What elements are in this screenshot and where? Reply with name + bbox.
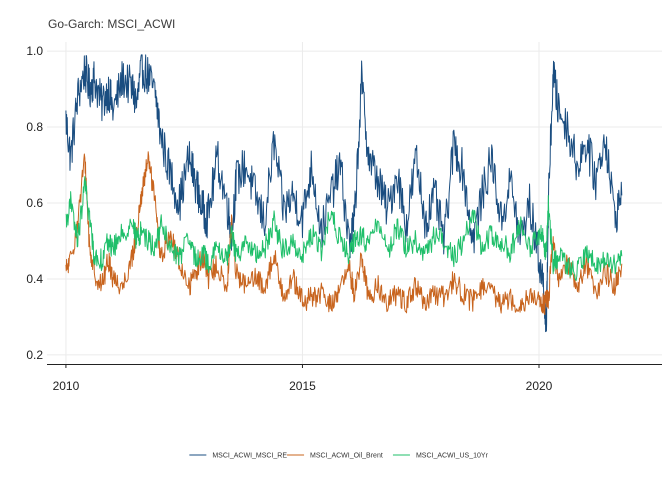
x-tick-label: 2010 — [53, 379, 80, 393]
y-tick-label: 0.6 — [26, 196, 43, 210]
y-tick-label: 1.0 — [26, 44, 43, 58]
legend: MSCI_ACWI_MSCI_RE MSCI_ACWI_Oil_Brent MSCI… — [189, 453, 489, 460]
x-tick-label: 2020 — [526, 379, 553, 393]
x-tick-label: 2015 — [289, 379, 316, 393]
series-layer — [65, 54, 623, 333]
y-ticks: 0.2 0.4 0.6 0.8 1.0 — [26, 44, 43, 362]
series-line-msci-acwi-oil-brent — [65, 151, 623, 316]
legend-label: MSCI_ACWI_Oil_Brent — [310, 453, 383, 460]
series-line-msci-acwi-us-10yr — [65, 176, 623, 281]
legend-item: MSCI_ACWI_MSCI_RE — [189, 453, 287, 460]
legend-item: MSCI_ACWI_US_10Yr — [392, 453, 489, 460]
y-tick-label: 0.2 — [26, 348, 43, 362]
chart-title: Go-Garch: MSCI_ACWI — [48, 17, 175, 31]
y-tick-label: 0.4 — [26, 272, 43, 286]
legend-item: MSCI_ACWI_Oil_Brent — [287, 453, 383, 460]
legend-label: MSCI_ACWI_US_10Yr — [416, 453, 489, 460]
series-line-msci-acwi-msci-re — [65, 54, 623, 333]
y-tick-label: 0.8 — [26, 120, 43, 134]
x-ticks: 2010 2015 2020 — [53, 364, 553, 393]
legend-label: MSCI_ACWI_MSCI_RE — [212, 453, 287, 460]
